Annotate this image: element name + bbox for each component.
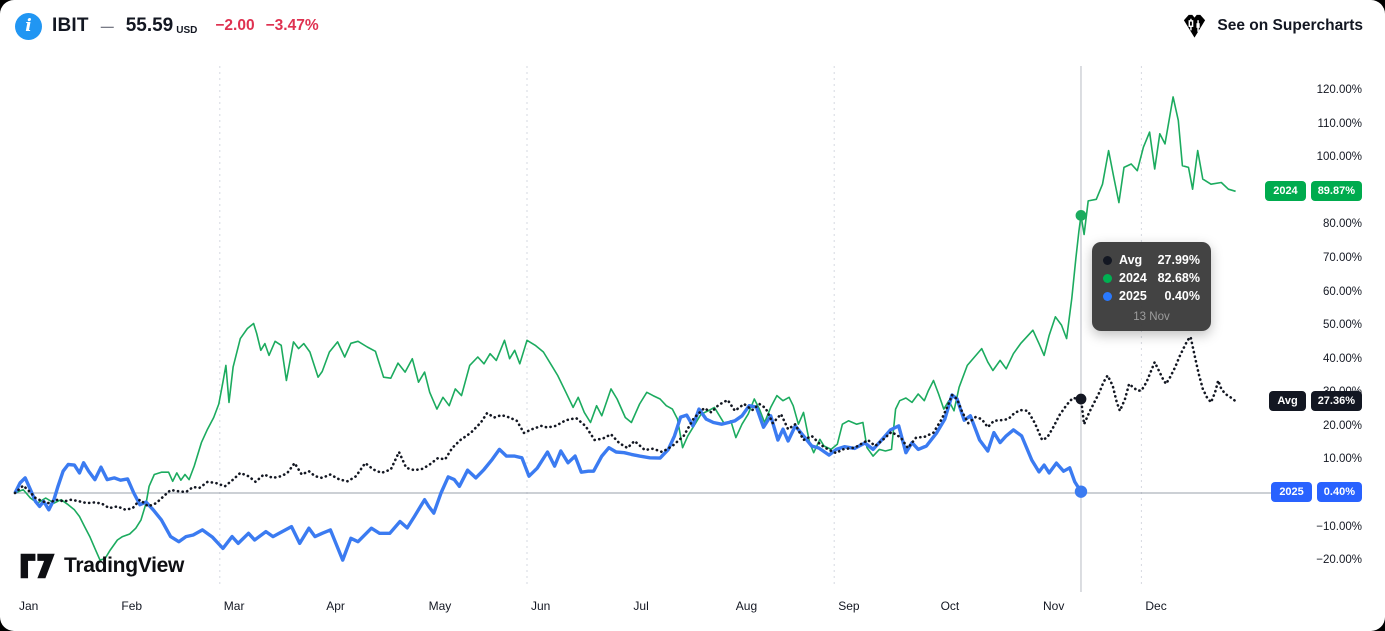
supercharts-logo-icon <box>1184 14 1206 38</box>
month-label: Sep <box>838 599 860 613</box>
year-2024-series-dot-icon <box>1103 273 1112 283</box>
month-label: Mar <box>223 599 245 613</box>
y-axis-tick: 100.00% <box>1316 151 1362 164</box>
year-2025-series-dot-icon <box>1103 291 1112 301</box>
y-axis-tick: 20.00% <box>1322 419 1362 432</box>
y-axis-tick: 110.00% <box>1317 117 1362 130</box>
tooltip-avg-value: 27.99% <box>1157 253 1200 267</box>
price-label-avg: Avg 27.36% <box>1269 391 1362 412</box>
supercharts-link-label: See on Supercharts <box>1217 17 1363 34</box>
series-line-2024 <box>14 96 1236 561</box>
tooltip-row-avg: Avg 27.99% <box>1103 253 1200 267</box>
month-label: Jun <box>531 599 551 613</box>
crosshair-tooltip: Avg 27.99% 2024 82.68% 2025 0.40% 13 Nov <box>1092 242 1211 331</box>
tooltip-date: 13 Nov <box>1133 311 1170 323</box>
price-label-2025: 2025 0.40% <box>1271 481 1362 502</box>
month-label: Dec <box>1145 599 1167 613</box>
month-label: Apr <box>326 599 345 613</box>
tradingview-logo-icon <box>20 553 55 579</box>
see-on-supercharts-link[interactable]: See on Supercharts <box>1181 12 1363 40</box>
y-axis-tick: 120.00% <box>1316 84 1362 97</box>
y-axis-tick: 60.00% <box>1322 285 1362 298</box>
tooltip-row-2024: 2024 82.68% <box>1103 271 1200 285</box>
info-icon[interactable]: i <box>15 12 42 40</box>
y-axis-tick: 40.00% <box>1322 352 1362 365</box>
tooltip-avg-label: Avg <box>1119 253 1143 267</box>
change-percent: −3.47% <box>265 17 319 34</box>
crosshair-marker-2024 <box>1075 210 1087 221</box>
month-label: Jul <box>633 599 649 613</box>
tooltip-2025-label: 2025 <box>1119 289 1147 303</box>
tooltip-row-2025: 2025 0.40% <box>1103 289 1200 303</box>
month-label: Jan <box>19 599 39 613</box>
y-axis-tick: −10.00% <box>1316 520 1362 533</box>
price-label-2024: 2024 89.87% <box>1265 181 1362 202</box>
month-label: Oct <box>940 599 960 613</box>
month-label: May <box>428 599 452 613</box>
currency-label: USD <box>176 24 198 36</box>
series-line-avg <box>13 335 1237 512</box>
tradingview-logo-text: TradingView <box>64 554 185 577</box>
crosshair-marker-2025 <box>1074 485 1088 498</box>
price-label-2024-name: 2024 <box>1265 181 1306 202</box>
month-label: Nov <box>1043 599 1065 613</box>
price-label-avg-value: 27.36% <box>1310 391 1362 412</box>
price-label-2025-value: 0.40% <box>1316 481 1362 502</box>
y-axis-tick: 80.00% <box>1322 218 1362 231</box>
price-label-2024-value: 89.87% <box>1310 181 1362 202</box>
separator-dash: — <box>100 18 114 34</box>
month-label: Aug <box>735 599 758 613</box>
price-label-2025-name: 2025 <box>1271 481 1312 502</box>
tooltip-2025-value: 0.40% <box>1164 289 1200 303</box>
y-axis-tick: −20.00% <box>1316 554 1362 567</box>
month-label: Feb <box>121 599 143 613</box>
price-change: −2.00 −3.47% <box>215 17 318 35</box>
y-axis-tick: 50.00% <box>1322 319 1362 332</box>
symbol-title: IBIT <box>52 15 89 36</box>
header: i IBIT — 55.59 USD −2.00 −3.47% See on S… <box>0 0 1385 52</box>
y-axis-tick: 10.00% <box>1322 453 1362 466</box>
tradingview-logo[interactable]: TradingView <box>20 553 184 579</box>
avg-series-dot-icon <box>1103 255 1112 265</box>
last-price: 55.59 <box>125 15 174 36</box>
change-absolute: −2.00 <box>215 17 255 34</box>
price-label-avg-name: Avg <box>1269 391 1306 412</box>
tooltip-2024-value: 82.68% <box>1157 271 1200 285</box>
y-axis-tick: 70.00% <box>1322 252 1362 264</box>
tooltip-2024-label: 2024 <box>1119 271 1147 285</box>
symbol-header: i IBIT — 55.59 USD −2.00 −3.47% <box>15 12 319 40</box>
crosshair-marker-avg <box>1075 393 1087 405</box>
